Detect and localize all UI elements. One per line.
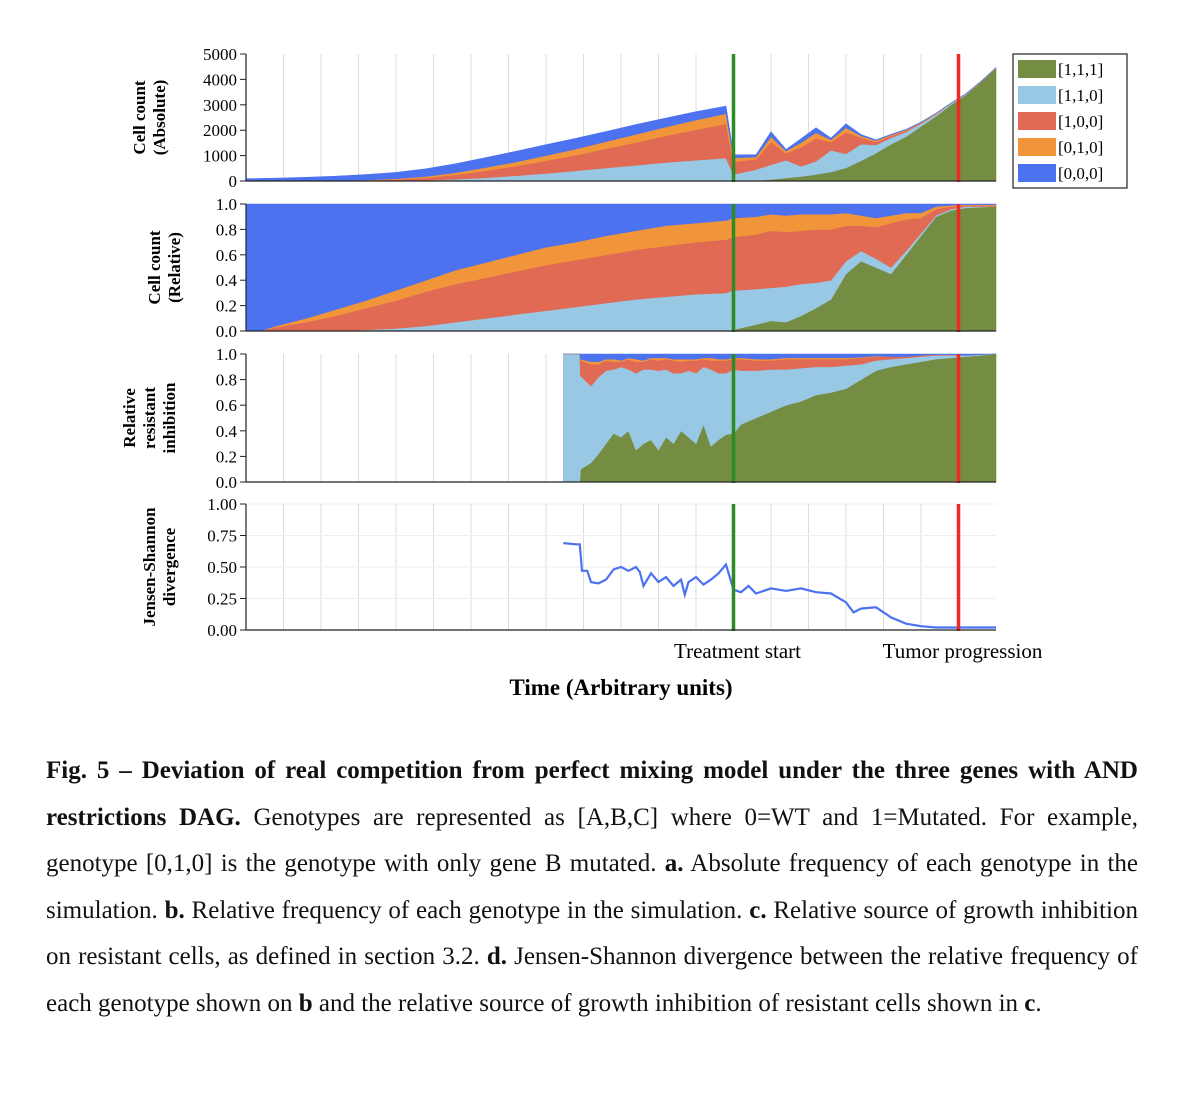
- legend-label: [1,1,0]: [1058, 86, 1103, 105]
- y-axis-label-line: divergence: [160, 527, 179, 606]
- legend-label: [1,1,1]: [1058, 60, 1103, 79]
- y-axis-label-line: Cell count: [130, 80, 149, 154]
- y-tick-label: 0.75: [207, 527, 237, 546]
- y-axis-label: Cell count(Absolute): [130, 80, 169, 156]
- y-tick-label: 0.8: [216, 371, 237, 390]
- area-series-000: [245, 203, 997, 332]
- y-tick-label: 0.2: [216, 447, 237, 466]
- caption-a-text: Absolute frequency of each genotype in t…: [46, 850, 1138, 924]
- y-tick-label: 0.4: [216, 422, 238, 441]
- panel-a: 0 1000 2000 3000 4000 5000 Cell count(Absolute…: [130, 45, 997, 191]
- caption-a-label: a.: [664, 850, 684, 877]
- y-axis-label-line: inhibition: [160, 382, 179, 453]
- area-series-000: [563, 353, 997, 362]
- caption-c-label: c.: [749, 896, 767, 924]
- treatment-start-label: Treatment start: [674, 639, 801, 663]
- caption-d-text2: and the relative source of growth inhibi…: [312, 989, 1025, 1017]
- y-tick-label: 1.0: [216, 345, 237, 364]
- y-tick-label: 0.25: [207, 590, 237, 609]
- caption-title: Fig. 5 – Deviation of real competition f…: [46, 757, 1138, 831]
- y-axis-label: Cell count(Relative): [145, 230, 184, 304]
- y-tick-label: 0.4: [216, 271, 238, 290]
- figure: 0 1000 2000 3000 4000 5000 Cell count(Absolute…: [120, 45, 1128, 700]
- legend-label: [0,0,0]: [1058, 164, 1103, 183]
- y-tick-label: 4000: [203, 70, 237, 89]
- x-axis-label: Time (Arbitrary units): [509, 675, 732, 700]
- y-axis-label-line: resistant: [140, 387, 159, 449]
- panel-c: 0.0 0.2 0.4 0.6 0.8 1.0 Relativeresistantinhib…: [120, 345, 997, 492]
- area-series-000: [245, 67, 997, 182]
- legend-swatch: [1018, 138, 1056, 156]
- y-tick-label: 0: [229, 172, 238, 191]
- caption-d-ref-b: b: [298, 989, 313, 1017]
- legend-swatch: [1018, 112, 1056, 130]
- caption-d-label: d.: [486, 943, 507, 970]
- caption-d-text: Jensen-Shannon divergence between the re…: [46, 943, 1138, 1017]
- legend-swatch: [1018, 164, 1056, 182]
- legend-label: [1,0,0]: [1058, 112, 1103, 131]
- y-tick-label: 0.00: [207, 621, 237, 640]
- y-tick-label: 0.8: [216, 220, 237, 239]
- y-axis-label-line: Cell count: [145, 230, 164, 304]
- panel-d: 0.00 0.25 0.50 0.75 1.00 Jensen-Shannondiverg…: [140, 495, 996, 640]
- legend: [1,1,1] [1,1,0] [1,0,0] [0,1,0] [0,0,0]: [1012, 53, 1128, 189]
- caption-c-text: Relative source of growth inhibition on …: [46, 896, 1138, 971]
- y-axis-label-line: Relative: [120, 388, 139, 448]
- panel-b: 0.0 0.2 0.4 0.6 0.8 1.0 Cell count(Relative): [145, 195, 997, 341]
- y-tick-label: 5000: [203, 45, 237, 64]
- caption-d-ref-c: c: [1024, 989, 1036, 1017]
- y-tick-label: 1.0: [216, 195, 237, 214]
- y-tick-label: 1000: [203, 147, 237, 166]
- legend-swatch: [1018, 86, 1056, 104]
- y-tick-label: 0.6: [216, 246, 237, 265]
- y-axis-label-line: (Absolute): [150, 80, 169, 156]
- y-tick-label: 0.6: [216, 396, 237, 415]
- y-axis-label-line: Jensen-Shannon: [140, 507, 159, 627]
- legend-swatch: [1018, 60, 1056, 78]
- y-axis-label: Relativeresistantinhibition: [120, 382, 179, 453]
- y-tick-label: 0.50: [207, 558, 237, 577]
- caption-end: .: [1035, 989, 1042, 1017]
- y-axis-label: Jensen-Shannondivergence: [140, 507, 179, 627]
- y-tick-label: 0.2: [216, 297, 237, 316]
- caption-text: Genotypes are represented as [A,B,C] whe…: [46, 803, 1138, 878]
- caption-b-text: Relative frequency of each genotype in t…: [184, 896, 750, 924]
- y-tick-label: 3000: [203, 96, 237, 115]
- y-tick-label: 2000: [203, 121, 237, 140]
- y-tick-label: 0.0: [216, 322, 237, 341]
- divergence-line: [563, 542, 996, 629]
- y-axis-label-line: (Relative): [165, 232, 184, 303]
- y-tick-label: 1.00: [207, 495, 237, 514]
- legend-label: [0,1,0]: [1058, 138, 1103, 157]
- y-tick-label: 0.0: [216, 473, 237, 492]
- figure-caption: Fig. 5 – Deviation of real competition f…: [46, 748, 1138, 1027]
- tumor-progression-label: Tumor progression: [883, 639, 1043, 663]
- caption-b-label: b.: [164, 896, 185, 924]
